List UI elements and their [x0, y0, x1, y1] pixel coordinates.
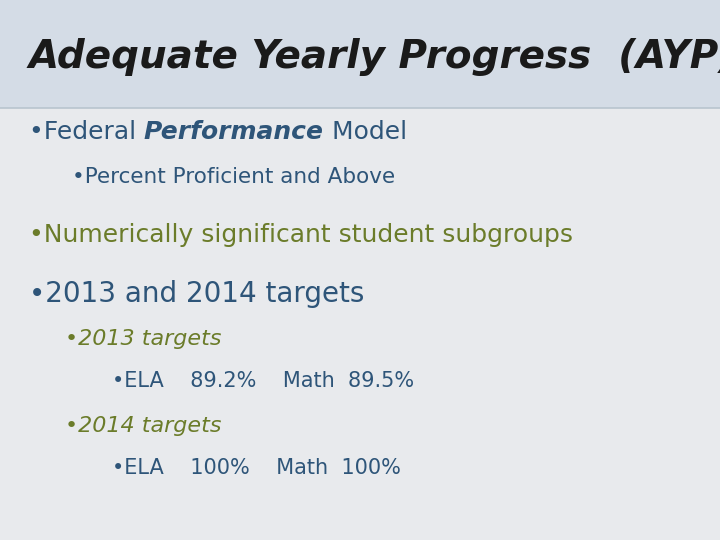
- Polygon shape: [0, 0, 32, 10]
- Text: •2014 targets: •2014 targets: [65, 415, 221, 436]
- Text: •2013 targets: •2013 targets: [65, 329, 221, 349]
- Polygon shape: [0, 0, 40, 12]
- Text: •ELA    100%    Math  100%: •ELA 100% Math 100%: [112, 458, 400, 478]
- Text: •ELA    89.2%    Math  89.5%: •ELA 89.2% Math 89.5%: [112, 370, 414, 391]
- Text: •2013 and 2014 targets: •2013 and 2014 targets: [29, 280, 364, 308]
- Polygon shape: [0, 0, 48, 14]
- Text: •Percent Proficient and Above: •Percent Proficient and Above: [72, 167, 395, 187]
- Text: •Numerically significant student subgroups: •Numerically significant student subgrou…: [29, 223, 573, 247]
- Text: Performance: Performance: [144, 120, 324, 144]
- Text: Adequate Yearly Progress  (AYP): Adequate Yearly Progress (AYP): [29, 38, 720, 76]
- FancyBboxPatch shape: [0, 0, 720, 108]
- Text: •Federal: •Federal: [29, 120, 144, 144]
- Text: Model: Model: [324, 120, 407, 144]
